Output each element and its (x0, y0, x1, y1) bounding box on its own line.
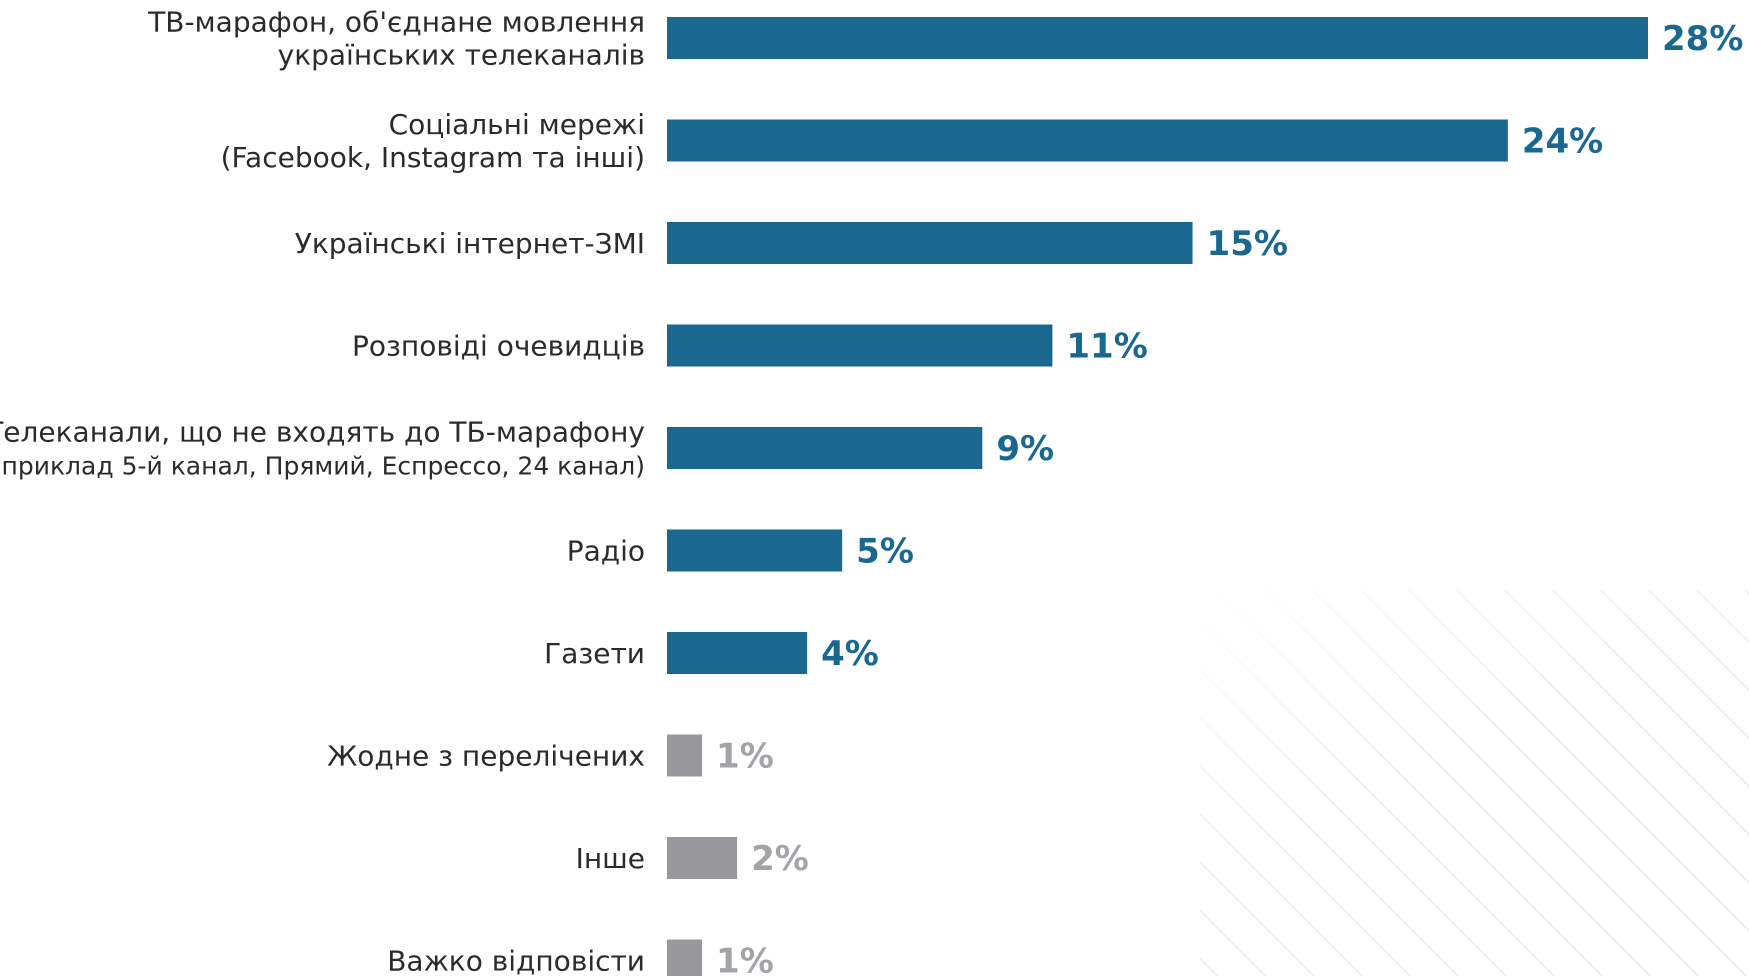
category-label-line: (Facebook, Instagram та інші) (221, 141, 645, 174)
value-label-8: 2% (751, 839, 809, 879)
bar-5 (667, 529, 843, 572)
category-label-8: Інше (576, 842, 645, 875)
category-label-line: Розповіді очевидців (352, 330, 645, 363)
bar-4 (667, 427, 983, 469)
bar-6 (667, 632, 808, 674)
background-stripes (1200, 590, 1749, 976)
category-label-2: Українські інтернет-ЗМІ (295, 227, 645, 260)
category-label-4: Телеканали, що не входять до ТБ-марафону… (0, 416, 645, 481)
value-label-3: 11% (1066, 327, 1147, 367)
value-label-4: 9% (996, 429, 1054, 469)
category-label-7: Жодне з перелічених (327, 740, 645, 773)
category-label-1: Соціальні мережі (Facebook, Instagram та … (221, 108, 645, 174)
category-label-line: Телеканали, що не входять до ТБ-марафону (0, 416, 645, 449)
category-label-line: Жодне з перелічених (327, 740, 645, 773)
bar-2 (667, 222, 1193, 264)
value-label-6: 4% (821, 634, 879, 674)
value-label-7: 1% (716, 737, 774, 777)
category-label-9: Важко відповісти (387, 945, 645, 976)
category-label-line: (наприклад 5-й канал, Прямий, Еспрессо, … (0, 452, 645, 481)
value-label-2: 15% (1207, 224, 1288, 264)
bars-layer: 28% ТВ-марафон, об'єднане мовлення українс… (0, 6, 1743, 976)
category-label-5: Радіо (567, 535, 645, 568)
bar-0 (667, 17, 1648, 59)
category-label-line: Газети (544, 637, 645, 670)
category-label-line: Соціальні мережі (389, 108, 645, 141)
value-label-5: 5% (856, 532, 914, 572)
category-label-6: Газети (544, 637, 645, 670)
category-label-line: Важко відповісти (387, 945, 645, 976)
bar-8 (667, 837, 738, 879)
bar-3 (667, 324, 1053, 367)
category-label-0: ТВ-марафон, об'єднане мовлення українськи… (147, 6, 645, 72)
value-label-9: 1% (716, 942, 774, 976)
value-label-1: 24% (1522, 122, 1603, 162)
bar-1 (667, 119, 1508, 162)
bar-7 (667, 734, 703, 777)
category-label-line: Інше (576, 842, 645, 875)
category-label-line: Українські інтернет-ЗМІ (295, 227, 645, 260)
bar-9 (667, 939, 703, 976)
category-label-line: Радіо (567, 535, 645, 568)
category-label-line: ТВ-марафон, об'єднане мовлення (147, 6, 645, 39)
category-label-line: українських телеканалів (278, 39, 645, 72)
value-label-0: 28% (1662, 19, 1743, 59)
category-label-3: Розповіді очевидців (352, 330, 645, 363)
